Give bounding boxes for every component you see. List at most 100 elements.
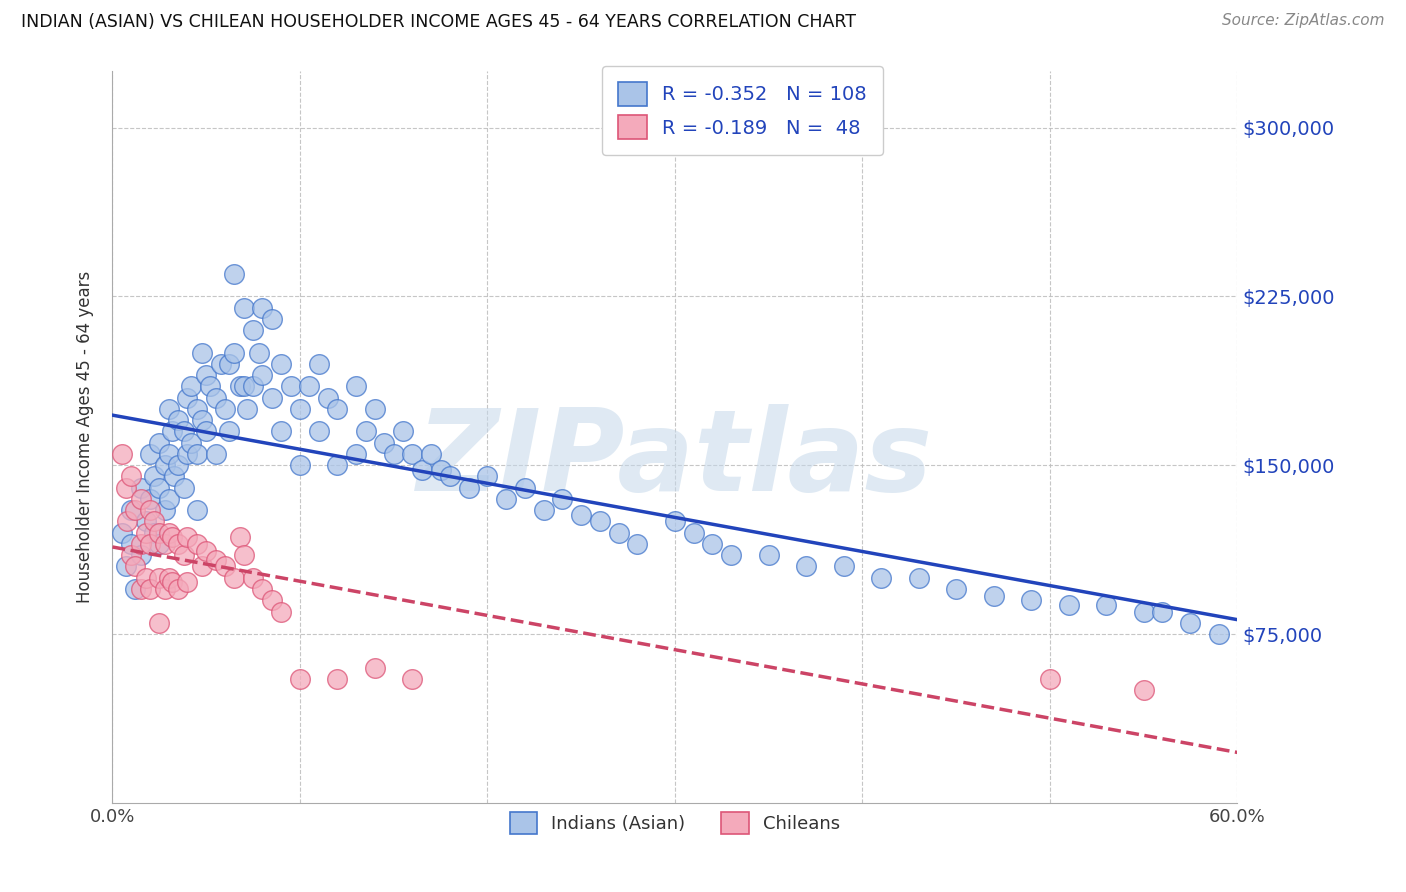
Point (236, 401, 259, 416)
Point (148, 525, 170, 540)
Point (153, 503, 176, 517)
Point (148, 537, 170, 551)
Point (204, 391, 226, 405)
Legend: Indians (Asian), Chileans: Indians (Asian), Chileans (502, 805, 848, 841)
Point (114, 559, 136, 574)
Point (280, 379, 302, 393)
Point (135, 571, 157, 585)
Point (382, 447, 405, 461)
Point (157, 447, 180, 461)
Point (120, 548, 142, 562)
Point (120, 469, 142, 483)
Point (139, 447, 162, 461)
Text: ZIPatlas: ZIPatlas (416, 403, 934, 515)
Point (224, 571, 246, 585)
Point (411, 463, 433, 477)
Point (129, 548, 152, 562)
Point (308, 425, 330, 439)
Point (551, 491, 574, 506)
Point (180, 379, 202, 393)
Point (907, 571, 929, 585)
Point (326, 458, 349, 473)
Point (288, 401, 311, 416)
Point (176, 530, 198, 544)
Point (167, 413, 190, 427)
Point (308, 357, 330, 371)
Point (204, 553, 226, 567)
Text: Source: ZipAtlas.com: Source: ZipAtlas.com (1222, 13, 1385, 29)
Point (163, 469, 186, 483)
Point (392, 425, 415, 439)
Point (242, 379, 264, 393)
Point (139, 582, 162, 596)
Point (135, 515, 157, 529)
Point (1132, 605, 1154, 619)
Point (1132, 683, 1154, 698)
Point (111, 447, 134, 461)
Point (162, 425, 184, 439)
Point (495, 491, 517, 506)
Point (401, 672, 423, 686)
Point (344, 447, 367, 461)
Point (457, 481, 479, 495)
Point (252, 582, 274, 596)
Point (117, 515, 139, 529)
Point (167, 582, 190, 596)
Point (354, 425, 377, 439)
Text: INDIAN (ASIAN) VS CHILEAN HOUSEHOLDER INCOME AGES 45 - 64 YEARS CORRELATION CHAR: INDIAN (ASIAN) VS CHILEAN HOUSEHOLDER IN… (21, 13, 856, 31)
Point (218, 357, 240, 371)
Point (945, 582, 967, 596)
Point (186, 537, 208, 551)
Point (607, 525, 630, 540)
Point (569, 508, 592, 522)
Point (270, 357, 292, 371)
Point (135, 525, 157, 540)
Point (364, 401, 387, 416)
Point (326, 672, 349, 686)
Point (124, 559, 146, 574)
Point (477, 469, 499, 483)
Point (124, 582, 146, 596)
Point (794, 559, 817, 574)
Point (148, 481, 170, 495)
Point (139, 503, 162, 517)
Point (758, 548, 780, 562)
Point (242, 571, 264, 585)
Point (373, 435, 395, 450)
Point (162, 530, 184, 544)
Point (229, 379, 252, 393)
Point (232, 301, 254, 315)
Point (260, 593, 283, 607)
Point (148, 615, 170, 630)
Point (214, 559, 236, 574)
Point (191, 413, 214, 427)
Point (626, 537, 648, 551)
Point (720, 548, 742, 562)
Point (176, 575, 198, 590)
Point (513, 481, 536, 495)
Point (195, 425, 218, 439)
Point (242, 323, 264, 337)
Point (157, 491, 180, 506)
Point (173, 481, 195, 495)
Point (1057, 598, 1080, 612)
Point (180, 435, 202, 450)
Point (148, 435, 170, 450)
Point (589, 515, 612, 529)
Point (142, 515, 165, 529)
Point (124, 503, 146, 517)
Point (129, 491, 152, 506)
Point (224, 267, 246, 281)
Point (1095, 598, 1118, 612)
Point (344, 379, 367, 393)
Point (298, 379, 321, 393)
Point (176, 391, 198, 405)
Point (1019, 593, 1042, 607)
Point (429, 463, 451, 477)
Point (120, 537, 142, 551)
Point (157, 401, 180, 416)
Point (204, 447, 226, 461)
Point (173, 548, 195, 562)
Point (173, 425, 195, 439)
Point (316, 391, 339, 405)
